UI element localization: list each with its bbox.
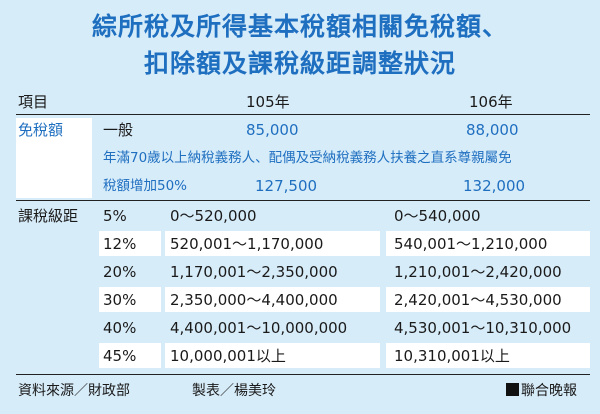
- header-divider: [16, 114, 590, 115]
- bracket-rate: 12%: [103, 235, 137, 253]
- bracket-rate: 20%: [103, 263, 137, 281]
- rate-band: [99, 231, 161, 256]
- exemption-elderly-label: 稅額增加50%: [103, 178, 188, 194]
- bracket-106: 0～540,000: [394, 207, 481, 225]
- y106-band: [386, 343, 590, 368]
- exemption-elderly-106: 132,000: [463, 177, 526, 195]
- bracket-105: 2,350,000～4,400,000: [170, 291, 338, 309]
- bracket-106: 540,001～1,210,000: [394, 235, 548, 253]
- table-header: 項目 105年 106年: [16, 91, 590, 113]
- bracket-105: 1,170,001～2,350,000: [170, 263, 338, 281]
- exemption-general-106: 88,000: [466, 121, 519, 139]
- bracket-106: 1,210,001～2,420,000: [394, 263, 562, 281]
- section-divider: [16, 200, 590, 201]
- bracket-106: 2,420,001～4,530,000: [394, 291, 562, 309]
- y105-band: [165, 287, 380, 312]
- bracket-rate: 45%: [103, 347, 137, 365]
- exemption-elderly-105: 127,500: [255, 177, 318, 195]
- page-title-line1: 綜所稅及所得基本稅額相關免稅額、: [91, 12, 508, 41]
- page-title-line2: 扣除額及課稅級距調整狀況: [143, 49, 456, 78]
- exemption-label-band: [16, 118, 92, 198]
- bracket-rate: 30%: [103, 291, 137, 309]
- bracket-rate: 5%: [103, 207, 127, 225]
- footer-divider: [16, 374, 590, 375]
- header-year-106: 106年: [469, 93, 513, 111]
- bracket-106: 4,530,001～10,310,000: [394, 319, 572, 337]
- y105-band: [165, 343, 380, 368]
- header-item: 項目: [18, 93, 49, 111]
- bracket-105: 0～520,000: [170, 207, 257, 225]
- header-year-105: 105年: [246, 93, 290, 111]
- bracket-105: 10,000,001以上: [170, 347, 286, 365]
- exemption-label: 免稅額: [18, 121, 64, 139]
- brand-name: 聯合晚報: [521, 383, 577, 399]
- bracket-106: 10,310,001以上: [394, 347, 510, 365]
- exemption-general-105: 85,000: [246, 121, 299, 139]
- y106-band: [386, 287, 590, 312]
- bracket-105: 520,001～1,170,000: [170, 235, 324, 253]
- maker-credit: 製表／楊美玲: [192, 383, 276, 399]
- rate-band: [99, 287, 161, 312]
- rate-band: [99, 343, 161, 368]
- brackets-label: 課稅級距: [18, 207, 79, 225]
- bracket-rate: 40%: [103, 319, 137, 337]
- exemption-elderly-note: 年滿70歲以上納稅義務人、配偶及受納稅義務人扶養之直系尊親屬免: [103, 150, 512, 166]
- brand-square-icon: [506, 383, 519, 396]
- y106-band: [386, 231, 590, 256]
- source-credit: 資料來源／財政部: [18, 383, 130, 399]
- y105-band: [165, 231, 380, 256]
- brand-credit: 聯合晚報: [506, 380, 577, 402]
- bracket-105: 4,400,001～10,000,000: [170, 319, 348, 337]
- footer: 資料來源／財政部 製表／楊美玲 聯合晚報: [16, 380, 590, 402]
- exemption-general-label: 一般: [103, 121, 134, 139]
